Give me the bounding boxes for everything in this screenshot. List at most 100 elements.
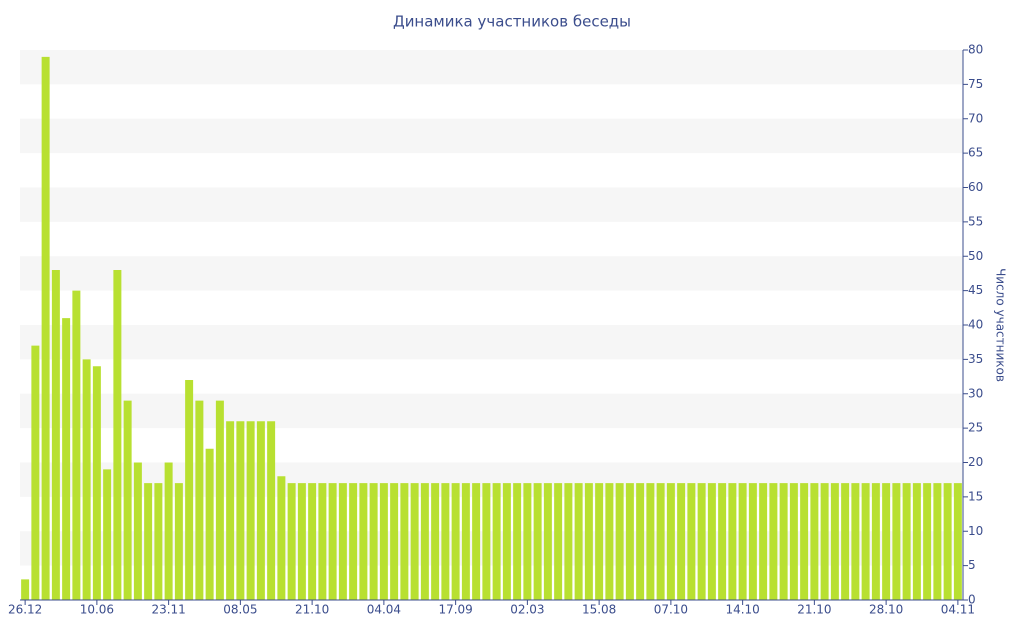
bar <box>523 483 532 600</box>
bar <box>113 270 122 600</box>
bar <box>636 483 645 600</box>
y-tick-label: 0 <box>968 593 976 607</box>
bar <box>451 483 460 600</box>
bar <box>226 421 235 600</box>
bar <box>800 483 809 600</box>
bar <box>574 483 583 600</box>
bar <box>707 483 716 600</box>
bar <box>830 483 839 600</box>
bar <box>164 462 173 600</box>
bar <box>953 483 962 600</box>
bar <box>933 483 942 600</box>
bar <box>554 483 563 600</box>
bar <box>379 483 388 600</box>
bar <box>369 483 378 600</box>
y-tick-label: 80 <box>968 43 983 57</box>
bar <box>82 359 91 600</box>
bar <box>779 483 788 600</box>
bar <box>420 483 429 600</box>
bar <box>349 483 358 600</box>
bar <box>41 56 50 600</box>
x-tick-label: 21.10 <box>295 603 329 617</box>
bar <box>738 483 747 600</box>
bar <box>759 483 768 600</box>
bar <box>472 483 481 600</box>
x-tick-label: 14.10 <box>725 603 759 617</box>
y-tick-label: 65 <box>968 146 983 160</box>
y-tick-label: 55 <box>968 214 983 228</box>
bar <box>923 483 932 600</box>
grid-band <box>20 393 963 429</box>
bar <box>871 483 880 600</box>
bar <box>410 483 419 600</box>
x-tick-label: 04.11 <box>941 603 975 617</box>
x-tick-label: 10.06 <box>80 603 114 617</box>
bar <box>390 483 399 600</box>
bar <box>533 483 542 600</box>
y-tick-label: 20 <box>968 455 983 469</box>
bar <box>92 366 101 600</box>
bar <box>246 421 255 600</box>
bar <box>943 483 952 600</box>
bar <box>810 483 819 600</box>
bar <box>666 483 675 600</box>
bar <box>205 448 214 600</box>
bar <box>359 483 368 600</box>
bar <box>400 483 409 600</box>
y-tick-label: 70 <box>968 111 983 125</box>
grid-band <box>20 325 963 360</box>
x-tick-label: 17.09 <box>438 603 472 617</box>
bar <box>564 483 573 600</box>
bar <box>677 483 686 600</box>
bar <box>123 400 132 600</box>
bar <box>441 483 450 600</box>
bar <box>482 483 491 600</box>
grid-band <box>20 118 963 154</box>
y-tick-label: 60 <box>968 180 983 194</box>
bar <box>277 476 286 600</box>
y-tick-label: 75 <box>968 77 983 91</box>
x-tick-label: 04.04 <box>367 603 401 617</box>
bar <box>62 318 71 600</box>
bar <box>195 400 204 600</box>
grid-band <box>20 50 963 85</box>
bar <box>185 380 194 600</box>
bar <box>308 483 317 600</box>
bar <box>748 483 757 600</box>
bar <box>543 483 552 600</box>
chart-title: Динамика участников беседы <box>393 13 631 31</box>
bar <box>328 483 337 600</box>
bar <box>133 462 142 600</box>
bar <box>318 483 327 600</box>
y-tick-label: 25 <box>968 421 983 435</box>
bar <box>31 345 40 600</box>
bar <box>215 400 224 600</box>
bar <box>174 483 183 600</box>
x-tick-label: 07.10 <box>654 603 688 617</box>
bar <box>646 483 655 600</box>
y-tick-label: 45 <box>968 283 983 297</box>
bar <box>236 421 245 600</box>
bar <box>338 483 347 600</box>
grid-band <box>20 187 963 222</box>
y-tick-label: 40 <box>968 318 983 332</box>
bar <box>21 579 30 600</box>
x-tick-label: 28.10 <box>869 603 903 617</box>
bar <box>256 421 265 600</box>
bar <box>297 483 306 600</box>
bar <box>431 483 440 600</box>
bar <box>461 483 470 600</box>
bar <box>769 483 778 600</box>
y-axis-label: Число участников <box>994 268 1008 382</box>
y-tick-label: 30 <box>968 386 983 400</box>
bar <box>861 483 870 600</box>
y-tick-label: 5 <box>968 558 976 572</box>
bar <box>513 483 522 600</box>
bar <box>851 483 860 600</box>
y-tick-label: 15 <box>968 489 983 503</box>
bar <box>718 483 727 600</box>
bar <box>605 483 614 600</box>
bar <box>287 483 296 600</box>
bar <box>51 270 60 600</box>
bar <box>789 483 798 600</box>
